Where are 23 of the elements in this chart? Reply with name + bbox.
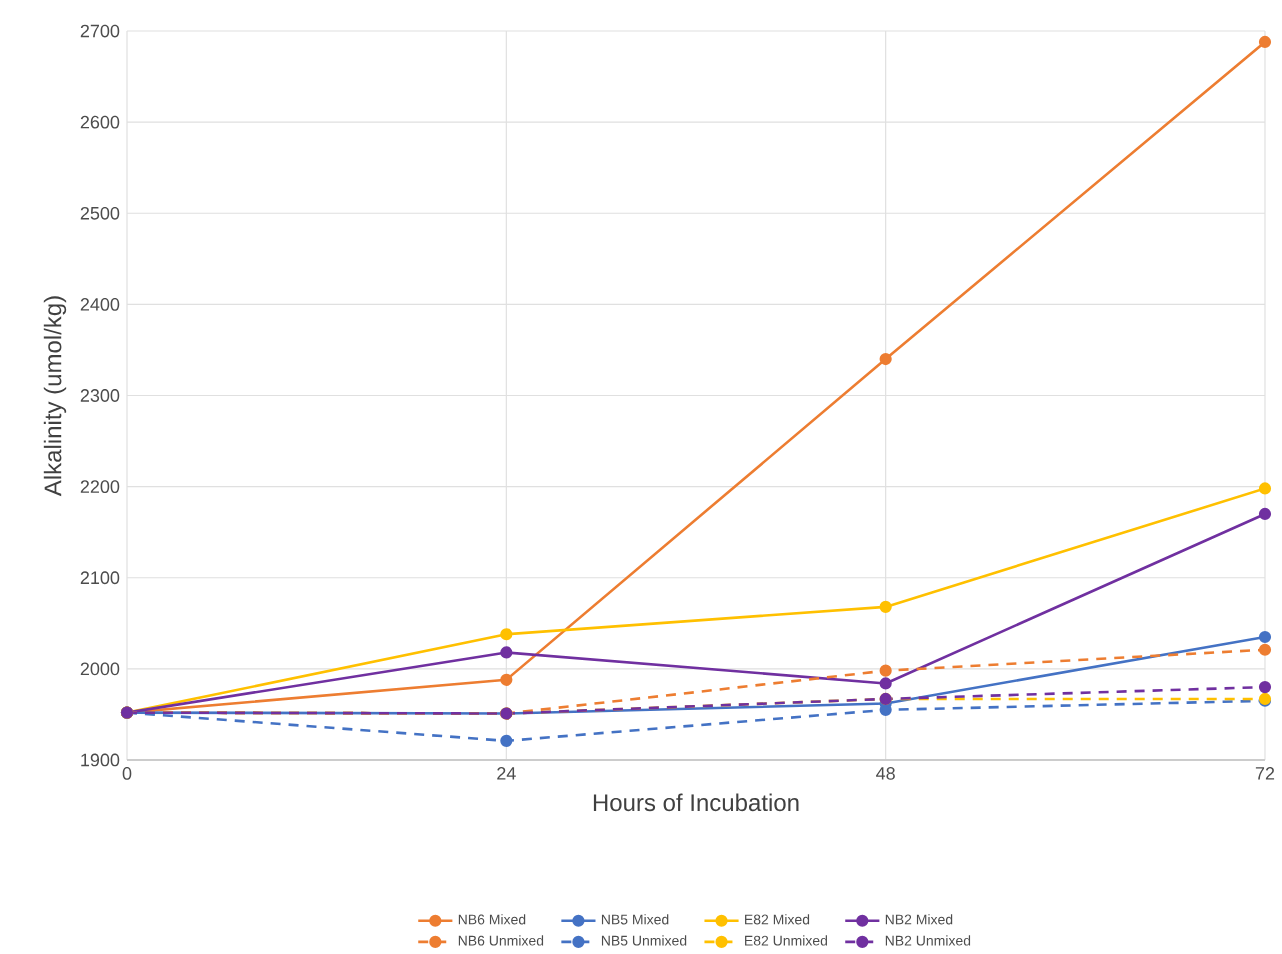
x-tick-label: 72 [1255, 767, 1275, 780]
y-tick-label: 2000 [80, 662, 120, 676]
y-tick-label: 2500 [80, 206, 120, 220]
y-tick-label: 2400 [80, 298, 120, 311]
y-tick-label: 1900 [81, 753, 120, 767]
legend-label: E82 Mixed [745, 914, 810, 925]
legend-label: E82 Unmixed [745, 935, 827, 946]
legend-label: NB5 Unmixed [601, 935, 687, 946]
y-tick-label: 2100 [80, 571, 120, 585]
legend-label: NB5 Mixed [601, 914, 669, 925]
y-tick-label: 2300 [80, 389, 120, 402]
legend-label: NB2 Unmixed [885, 935, 971, 946]
legend-label: NB6 Unmixed [458, 935, 544, 946]
x-axis-title: Hours of Incubation [593, 793, 799, 812]
x-tick-label: 48 [876, 767, 895, 780]
x-tick-label: 24 [497, 767, 516, 780]
legend-label: NB2 Mixed [885, 914, 953, 925]
y-tick-label: 2600 [80, 115, 120, 129]
x-tick-label: 0 [122, 767, 132, 780]
y-tick-label: 2200 [80, 480, 120, 494]
y-axis-title: Alkalinity (umol/kg) [43, 296, 67, 497]
legend-label: NB6 Mixed [458, 914, 526, 925]
y-tick-label: 2700 [80, 24, 120, 38]
